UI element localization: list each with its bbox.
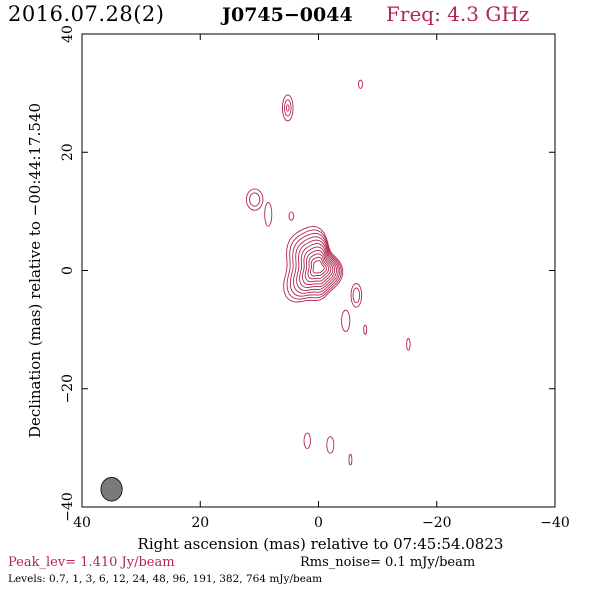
rms-noise: Rms_noise= 0.1 mJy/beam	[300, 555, 476, 570]
feature-contour	[284, 99, 292, 117]
feature-contour	[352, 287, 361, 304]
core-contour	[293, 236, 339, 294]
beam-layer	[100, 477, 123, 502]
beam-ellipse	[100, 477, 123, 502]
core-contour	[289, 232, 341, 297]
x-tick-label: 20	[191, 515, 209, 531]
x-tick-label: 0	[314, 515, 323, 531]
x-tick-label: −20	[422, 515, 452, 531]
feature-contour	[249, 192, 261, 207]
feature-contour	[286, 104, 290, 112]
feature-contour	[288, 211, 295, 221]
core-contour	[296, 239, 337, 291]
feature-contour	[357, 79, 363, 89]
observation-date: 2016.07.28(2)	[8, 2, 165, 26]
contour-layer	[245, 79, 411, 466]
feature-contour	[245, 188, 264, 211]
feature-contour	[350, 283, 363, 308]
core-contour	[299, 243, 336, 288]
core-contour	[310, 256, 327, 277]
frequency-label: Freq: 4.3 GHz	[386, 2, 530, 26]
feature-contour	[363, 324, 368, 335]
y-axis-label: Declination (mas) relative to −00:44:17.…	[26, 103, 44, 438]
tick-layer: 40 20 0 −20 −40 −40 −20 0 20 40	[60, 25, 570, 531]
plot-frame	[81, 33, 556, 508]
core-contour	[307, 253, 330, 280]
feature-contour	[281, 94, 294, 122]
y-tick-label: −40	[60, 492, 76, 522]
peak-level: Peak_lev= 1.410 Jy/beam	[8, 555, 175, 570]
core-contour	[286, 229, 342, 300]
x-tick-label: −40	[540, 515, 570, 531]
feature-contour	[264, 202, 273, 227]
feature-contour	[406, 338, 411, 351]
core-contour	[301, 246, 334, 286]
feature-contour	[341, 309, 351, 332]
feature-contour	[326, 436, 335, 454]
y-tick-label: 20	[60, 143, 76, 161]
core-contour	[312, 260, 325, 274]
x-tick-label: 40	[73, 515, 91, 531]
feature-contour	[303, 432, 311, 449]
core-contour	[304, 249, 332, 283]
contour-levels: Levels: 0.7, 1, 3, 6, 12, 24, 48, 96, 19…	[8, 573, 323, 585]
y-tick-label: −20	[60, 374, 76, 404]
feature-contour	[348, 453, 353, 466]
x-axis-label: Right ascension (mas) relative to 07:45:…	[138, 535, 504, 553]
y-tick-label: 40	[60, 25, 76, 43]
core-contour	[283, 225, 344, 303]
y-tick-label: 0	[60, 266, 76, 275]
source-name: J0745−0044	[222, 4, 353, 26]
